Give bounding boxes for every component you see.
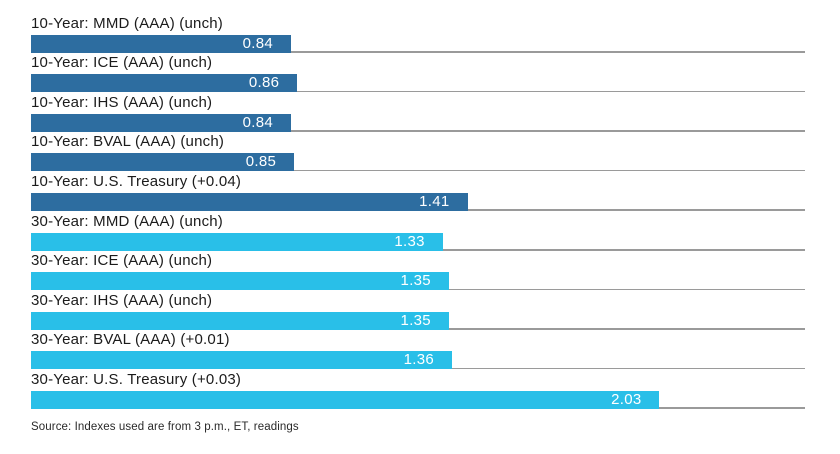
bar-baseline — [31, 130, 805, 132]
bar-baseline — [31, 169, 805, 172]
bar-label: 30-Year: IHS (AAA) (unch) — [31, 291, 213, 309]
bar-baseline — [31, 51, 805, 53]
bar-value: 1.35 — [400, 272, 431, 290]
bar-row: 30-Year: BVAL (AAA) (+0.01) 1.36 — [31, 330, 805, 370]
bar-rows: 10-Year: MMD (AAA) (unch) 0.84 10-Year: … — [31, 13, 805, 409]
bar-row: 10-Year: BVAL (AAA) (unch) 0.85 — [31, 132, 805, 172]
bar: 0.84 — [31, 113, 292, 132]
bar-row: 30-Year: IHS (AAA) (unch) 1.35 — [31, 290, 805, 330]
bar-value: 1.41 — [419, 192, 450, 210]
bar: 0.86 — [31, 74, 298, 93]
bar: 1.35 — [31, 311, 449, 330]
bar: 1.33 — [31, 232, 443, 251]
bar-label: 10-Year: IHS (AAA) (unch) — [31, 93, 213, 111]
bar: 0.84 — [31, 34, 292, 53]
bar-track: 1.36 — [31, 351, 805, 370]
bar-value: 1.36 — [403, 351, 435, 369]
bar-value: 0.84 — [242, 34, 274, 52]
bar-value: 2.03 — [611, 390, 642, 408]
bar: 0.85 — [31, 153, 295, 172]
bar-row: 10-Year: IHS (AAA) (unch) 0.84 — [31, 92, 805, 132]
bar-label: 30-Year: MMD (AAA) (unch) — [31, 212, 224, 230]
bar-track: 2.03 — [31, 390, 805, 409]
source-note: Source: Indexes used are from 3 p.m., ET… — [31, 420, 299, 433]
bar-track: 0.84 — [31, 113, 805, 132]
yield-bar-chart: 10-Year: MMD (AAA) (unch) 0.84 10-Year: … — [31, 13, 805, 409]
bar-value: 0.85 — [245, 153, 277, 171]
bar-label: 10-Year: ICE (AAA) (unch) — [31, 54, 213, 72]
bar-label: 30-Year: ICE (AAA) (unch) — [31, 252, 213, 270]
bar-value: 0.86 — [248, 74, 280, 92]
bar-label: 10-Year: MMD (AAA) (unch) — [31, 14, 224, 32]
bar-label: 30-Year: U.S. Treasury (+0.03) — [31, 370, 242, 388]
bar-row: 10-Year: U.S. Treasury (+0.04) 1.41 — [31, 171, 805, 211]
bar-value: 1.33 — [394, 232, 425, 250]
bar-track: 1.35 — [31, 311, 805, 330]
bar-value: 0.84 — [242, 113, 274, 131]
bar-row: 10-Year: ICE (AAA) (unch) 0.86 — [31, 53, 805, 93]
bar-track: 0.84 — [31, 34, 805, 53]
bar-value: 1.35 — [400, 311, 431, 329]
bar-label: 10-Year: BVAL (AAA) (unch) — [31, 133, 225, 151]
bar: 1.41 — [31, 192, 468, 211]
bar-row: 30-Year: MMD (AAA) (unch) 1.33 — [31, 211, 805, 251]
bar-label: 10-Year: U.S. Treasury (+0.04) — [31, 172, 242, 190]
bar-track: 0.86 — [31, 74, 805, 93]
bar-label: 30-Year: BVAL (AAA) (+0.01) — [31, 331, 230, 349]
bar-row: 30-Year: ICE (AAA) (unch) 1.35 — [31, 251, 805, 291]
bar-row: 10-Year: MMD (AAA) (unch) 0.84 — [31, 13, 805, 53]
bar: 2.03 — [31, 390, 660, 409]
bar-track: 0.85 — [31, 153, 805, 172]
bar-track: 1.35 — [31, 272, 805, 291]
bar-baseline — [31, 90, 805, 93]
bar-row: 30-Year: U.S. Treasury (+0.03) 2.03 — [31, 369, 805, 409]
bar-track: 1.33 — [31, 232, 805, 251]
bar: 1.35 — [31, 272, 449, 291]
bar-track: 1.41 — [31, 192, 805, 211]
bar: 1.36 — [31, 351, 453, 370]
